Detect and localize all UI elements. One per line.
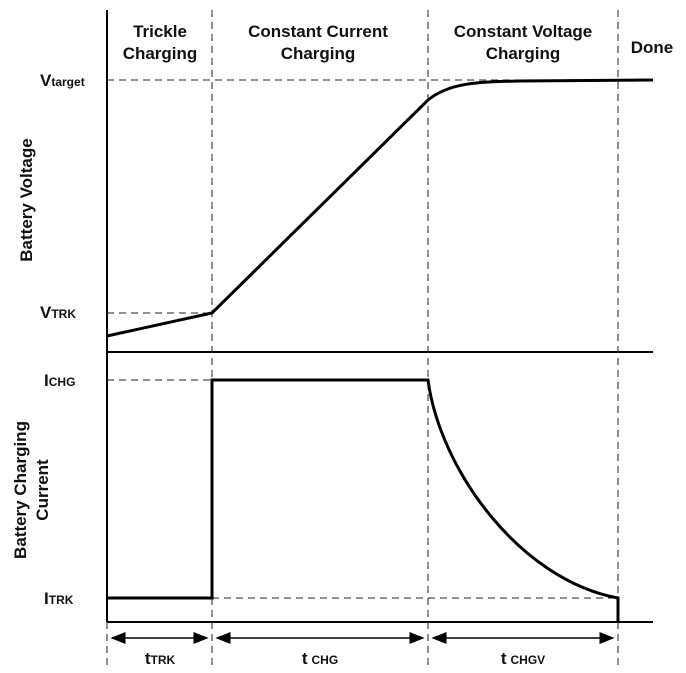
voltage-curve — [106, 78, 654, 338]
axis-title: Battery Voltage — [17, 138, 36, 261]
duration-label: t CHGV — [501, 649, 545, 668]
axis-title: Battery Charging — [11, 421, 30, 559]
axis-title: Current — [33, 459, 52, 521]
level-label: ITRK — [44, 589, 74, 608]
duration-label: t CHG — [302, 649, 338, 668]
level-label: VTRK — [40, 303, 76, 322]
level-label: ICHG — [44, 371, 75, 390]
phase-label: Charging — [281, 44, 356, 63]
level-label: Vtarget — [40, 71, 85, 90]
phase-label: Charging — [486, 44, 561, 63]
phase-label: Charging — [123, 44, 198, 63]
current-curve — [107, 378, 620, 622]
phase-label: Constant Current — [248, 22, 388, 41]
phase-label: Trickle — [133, 22, 187, 41]
duration-label: tTRK — [145, 649, 176, 668]
phase-label: Done — [631, 38, 674, 57]
phase-label: Constant Voltage — [454, 22, 593, 41]
